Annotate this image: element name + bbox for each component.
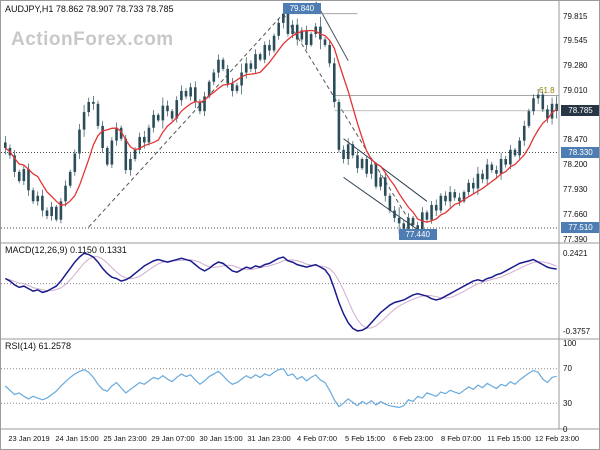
fib-618-label: 61.8 [539, 85, 555, 95]
chart-title: AUDJPY,H1 78.862 78.907 78.733 78.785 [5, 4, 174, 14]
swing-high-price-tag: 79.840 [282, 3, 321, 14]
swing-low-price-tag: 77.440 [398, 229, 437, 241]
macd-label: MACD(12,26,9) 0.1150 0.1331 [5, 245, 127, 255]
rsi-label: RSI(14) 61.2578 [5, 341, 72, 351]
watermark: ActionForex.com [11, 29, 174, 50]
